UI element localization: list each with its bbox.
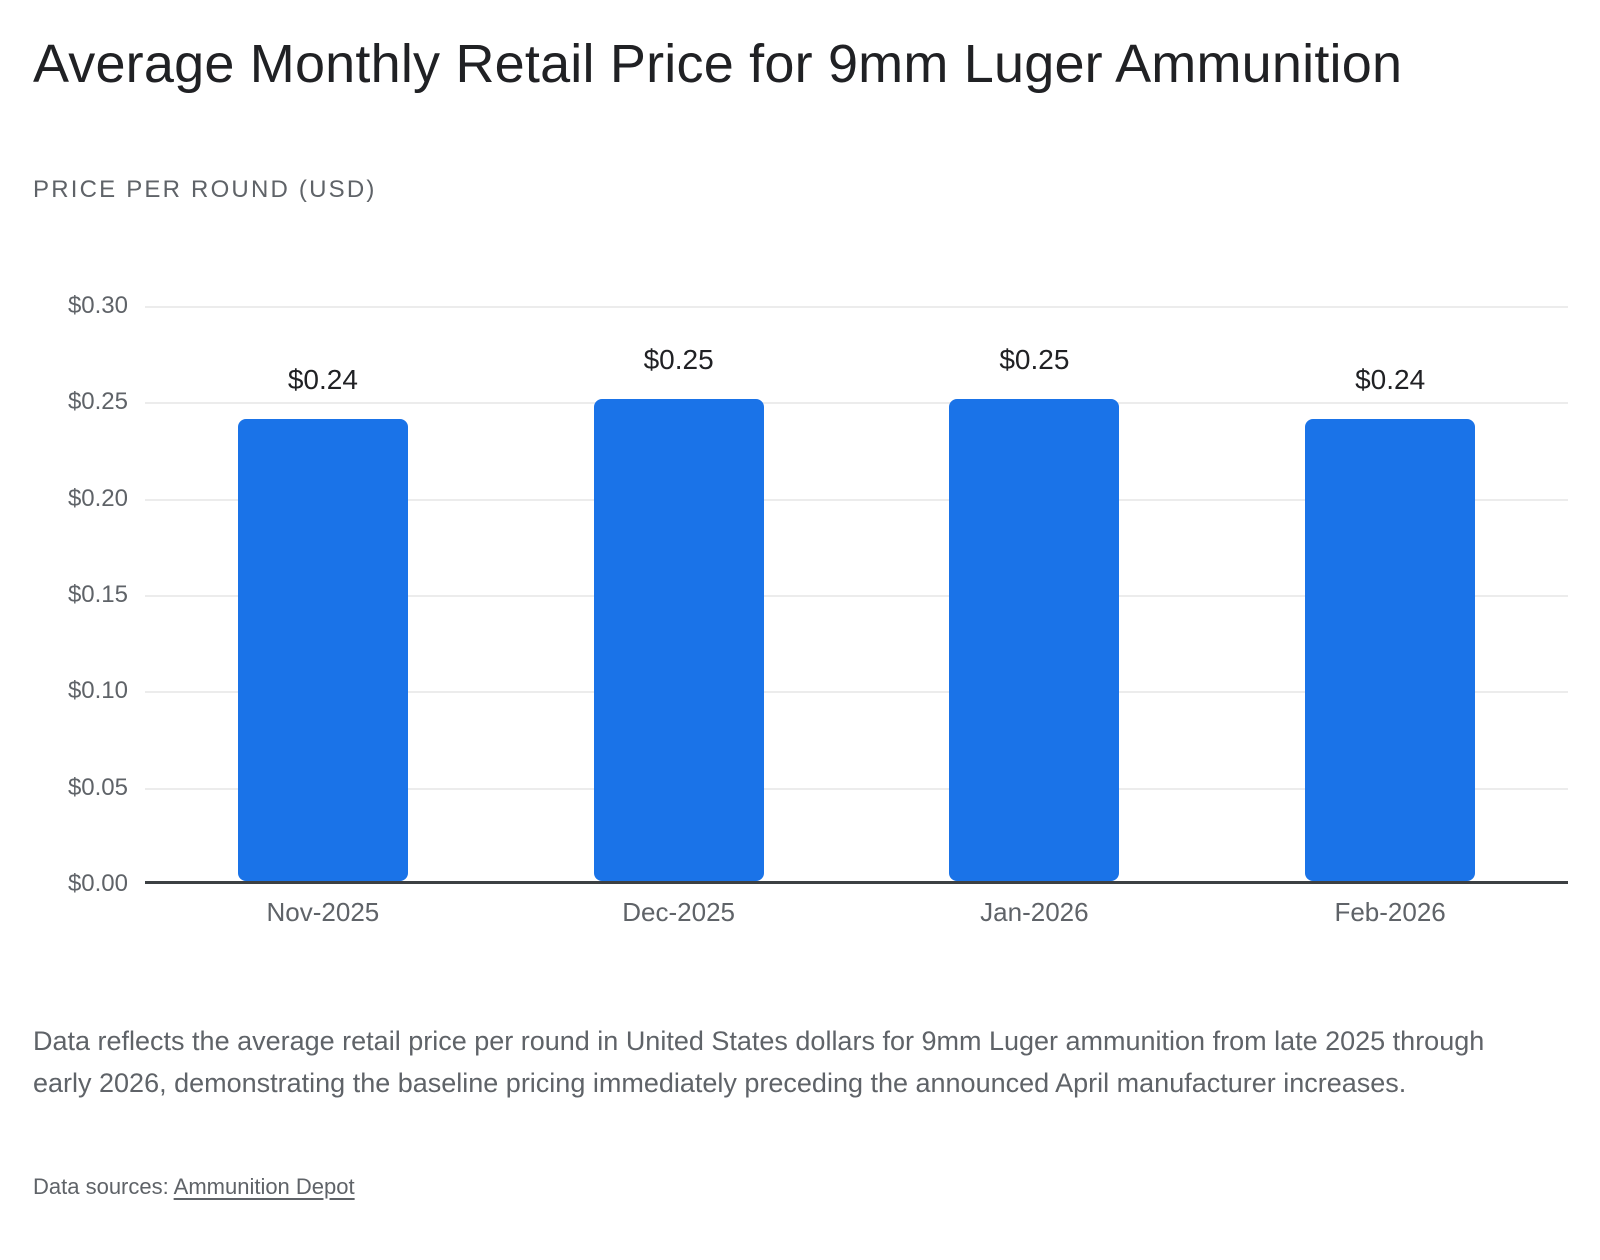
gridline xyxy=(145,306,1568,308)
bar-slot: $0.25 xyxy=(501,306,857,881)
gridline xyxy=(145,498,1568,501)
chart-footnote: Data reflects the average retail price p… xyxy=(33,1026,1485,1098)
bar-jan-2026 xyxy=(949,399,1120,881)
y-tick-label: $0.25 xyxy=(67,388,128,416)
x-tick-label: Dec-2025 xyxy=(622,897,735,927)
gridline xyxy=(145,402,1568,405)
y-tick-label: $0.05 xyxy=(67,773,128,801)
bar-value-label: $0.25 xyxy=(999,344,1070,376)
bar-slot: $0.24 xyxy=(1212,306,1568,881)
bar-value-label: $0.25 xyxy=(643,344,714,376)
y-tick-label: $0.15 xyxy=(67,581,128,608)
x-tick-label: Feb-2026 xyxy=(1334,897,1446,927)
data-sources-label: Data sources: xyxy=(33,1174,174,1199)
y-tick-label: $0.20 xyxy=(67,484,128,512)
bar-nov-2025 xyxy=(237,418,408,881)
y-axis-title: PRICE PER ROUND (USD) xyxy=(33,176,377,203)
bars-container: $0.24 $0.25 $0.25 $0.24 xyxy=(145,306,1568,881)
bar-value-label: $0.24 xyxy=(287,363,358,395)
y-tick-label: $0.30 xyxy=(67,292,128,319)
chart-title: Average Monthly Retail Price for 9mm Lug… xyxy=(33,34,1403,94)
bar-slot: $0.24 xyxy=(145,306,501,881)
bar-chart: $0.24 $0.25 $0.25 $0.24 $0.30 $0.25 $0.20 $0.1… xyxy=(68,293,1568,928)
y-tick-label: $0.10 xyxy=(67,677,128,705)
data-sources: Data sources: Ammunition Depot xyxy=(33,1174,355,1200)
gridline xyxy=(145,691,1568,694)
gridline xyxy=(145,787,1568,790)
plot-area: $0.24 $0.25 $0.25 $0.24 $0.30 $0.25 $0.20 $0.1… xyxy=(68,293,1568,897)
bar-slot: $0.25 xyxy=(857,306,1213,881)
x-tick-label: Jan-2026 xyxy=(980,897,1089,927)
bar-value-label: $0.24 xyxy=(1355,363,1426,395)
bar-feb-2026 xyxy=(1305,418,1476,881)
y-tick-label: $0.00 xyxy=(67,870,128,897)
x-tick-label: Nov-2025 xyxy=(266,897,380,927)
data-source-link[interactable]: Ammunition Depot xyxy=(173,1174,355,1199)
x-axis-labels: Nov-2025 Dec-2025 Jan-2026 Feb-2026 xyxy=(145,897,1568,928)
gridline xyxy=(145,595,1568,597)
bar-dec-2025 xyxy=(593,399,764,881)
